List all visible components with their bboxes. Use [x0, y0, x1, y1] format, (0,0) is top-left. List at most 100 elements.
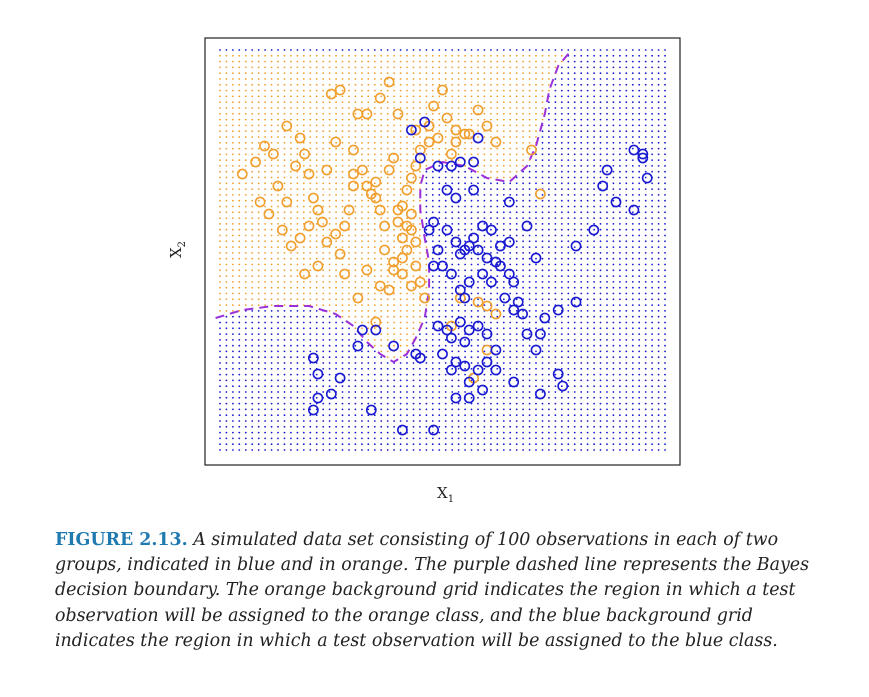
grid-dot	[470, 246, 473, 249]
grid-dot	[457, 379, 460, 382]
grid-dot	[348, 257, 350, 260]
grid-dot	[515, 217, 518, 220]
grid-dot	[612, 252, 615, 254]
grid-dot	[251, 356, 254, 359]
grid-dot	[657, 95, 660, 98]
grid-dot	[393, 281, 395, 283]
grid-dot	[290, 234, 292, 237]
grid-dot	[412, 344, 415, 347]
grid-dot	[296, 83, 299, 86]
grid-dot	[341, 286, 344, 289]
grid-dot	[457, 449, 460, 451]
grid-dot	[631, 223, 634, 225]
grid-dot	[483, 153, 486, 156]
grid-dot	[541, 402, 544, 405]
grid-dot	[541, 327, 544, 330]
grid-dot	[599, 292, 602, 295]
grid-dot	[619, 234, 621, 237]
grid-dot	[264, 176, 266, 179]
grid-dot	[586, 373, 589, 376]
grid-dot	[515, 159, 518, 162]
grid-dot	[322, 327, 325, 330]
grid-dot	[606, 431, 608, 434]
grid-dot	[354, 327, 357, 330]
grid-dot	[522, 425, 524, 428]
grid-dot	[560, 420, 563, 422]
grid-dot	[296, 66, 299, 69]
grid-dot	[283, 321, 286, 324]
grid-dot	[354, 367, 357, 370]
grid-dot	[580, 83, 583, 86]
grid-dot	[270, 240, 273, 243]
grid-dot	[315, 188, 318, 191]
grid-dot	[354, 356, 357, 359]
grid-dot	[361, 89, 363, 92]
grid-dot	[625, 414, 628, 417]
grid-dot	[412, 240, 415, 243]
grid-dot	[560, 425, 563, 428]
grid-dot	[541, 304, 544, 306]
grid-dot	[573, 292, 576, 295]
grid-dot	[599, 281, 602, 283]
grid-dot	[477, 408, 479, 411]
grid-dot	[619, 159, 621, 162]
grid-dot	[232, 118, 234, 121]
grid-dot	[341, 304, 344, 306]
grid-dot	[586, 182, 589, 185]
grid-dot	[535, 83, 537, 86]
grid-dot	[219, 54, 221, 57]
grid-dot	[419, 321, 421, 324]
grid-dot	[361, 275, 363, 277]
grid-dot	[664, 281, 666, 283]
grid-dot	[586, 350, 589, 353]
grid-dot	[386, 141, 389, 144]
grid-dot	[483, 391, 486, 393]
grid-dot	[277, 147, 279, 150]
grid-dot	[341, 298, 344, 301]
grid-dot	[625, 72, 628, 75]
grid-dot	[528, 367, 531, 370]
grid-dot	[277, 257, 279, 260]
grid-dot	[541, 83, 544, 86]
grid-dot	[270, 298, 273, 301]
grid-dot	[335, 333, 337, 335]
grid-dot	[580, 310, 583, 312]
grid-dot	[444, 130, 447, 133]
orange-observation-point	[276, 224, 288, 236]
grid-dot	[535, 78, 537, 80]
grid-dot	[619, 107, 621, 109]
grid-dot	[580, 362, 583, 364]
grid-dot	[560, 385, 563, 388]
grid-dot	[573, 408, 576, 411]
grid-dot	[386, 257, 389, 260]
grid-dot	[528, 78, 531, 80]
grid-dot	[470, 49, 473, 51]
grid-dot	[644, 223, 647, 225]
grid-dot	[322, 78, 325, 80]
grid-dot	[567, 339, 570, 341]
grid-dot	[328, 275, 331, 277]
grid-dot	[354, 310, 357, 312]
grid-dot	[367, 228, 370, 231]
grid-dot	[348, 240, 350, 243]
grid-dot	[419, 217, 421, 220]
grid-dot	[528, 310, 531, 312]
grid-dot	[283, 124, 286, 127]
grid-dot	[309, 339, 312, 341]
grid-dot	[651, 385, 653, 388]
grid-dot	[593, 228, 595, 231]
grid-dot	[315, 310, 318, 312]
grid-dot	[541, 344, 544, 347]
grid-dot	[580, 339, 583, 341]
grid-dot	[270, 95, 273, 98]
grid-dot	[406, 298, 408, 301]
grid-dot	[625, 205, 628, 208]
grid-dot	[315, 286, 318, 289]
grid-dot	[361, 153, 363, 156]
grid-dot	[651, 124, 653, 127]
grid-dot	[638, 327, 641, 330]
grid-dot	[586, 89, 589, 92]
grid-dot	[283, 228, 286, 231]
grid-dot	[380, 54, 383, 57]
grid-dot	[290, 95, 292, 98]
